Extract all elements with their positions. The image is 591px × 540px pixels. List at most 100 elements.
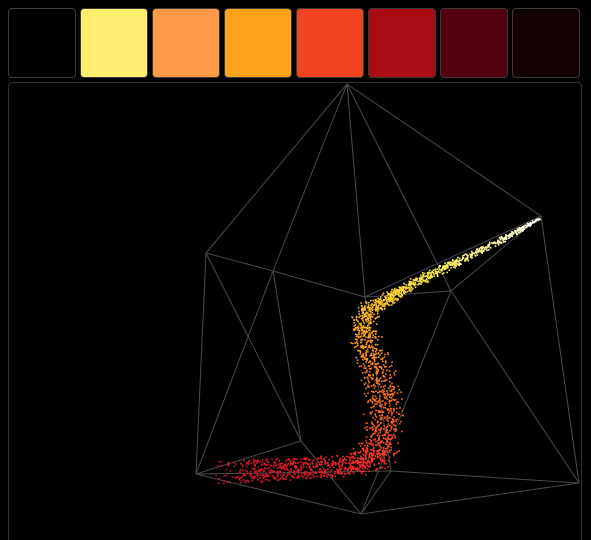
color-point xyxy=(373,353,375,355)
color-point xyxy=(376,300,378,303)
color-point xyxy=(384,366,386,368)
color-point xyxy=(364,382,367,384)
color-point xyxy=(373,387,376,389)
swatch-crimson[interactable] xyxy=(368,8,436,78)
color-point xyxy=(257,479,259,481)
color-point xyxy=(374,395,377,397)
color-point xyxy=(496,242,499,244)
color-point xyxy=(518,232,520,234)
wireframe-edge xyxy=(450,215,542,292)
color-point xyxy=(388,370,391,372)
color-point xyxy=(349,460,351,462)
color-point xyxy=(337,472,339,474)
color-point xyxy=(450,267,452,269)
color-point xyxy=(511,235,514,237)
color-point xyxy=(367,459,369,462)
color-point xyxy=(441,267,444,270)
color-point xyxy=(419,283,422,285)
color-point xyxy=(384,459,386,462)
color-point xyxy=(446,271,448,274)
color-point xyxy=(391,419,394,422)
color-point xyxy=(312,471,315,474)
color-point xyxy=(363,358,366,360)
color-point xyxy=(378,356,380,358)
color-point xyxy=(366,429,368,431)
color-point xyxy=(429,272,432,274)
color-point xyxy=(315,465,317,467)
color-point xyxy=(366,358,368,361)
color-point xyxy=(306,466,308,469)
color-point xyxy=(361,307,364,310)
color-point xyxy=(372,299,374,302)
color-point xyxy=(354,460,357,462)
color-point xyxy=(261,459,264,461)
color-point xyxy=(395,452,397,455)
color-point xyxy=(372,334,374,336)
3d-viewport[interactable] xyxy=(8,82,582,540)
color-point xyxy=(336,469,339,471)
color-point xyxy=(370,345,373,348)
color-point xyxy=(364,339,366,341)
swatch-red-orange[interactable] xyxy=(296,8,364,78)
color-point xyxy=(386,451,389,454)
color-point xyxy=(396,299,398,302)
color-point xyxy=(246,479,249,482)
color-point xyxy=(389,300,392,302)
color-point xyxy=(374,438,377,440)
color-point xyxy=(365,450,368,453)
swatch-dark-maroon[interactable] xyxy=(440,8,508,78)
color-point xyxy=(220,461,223,463)
color-point xyxy=(385,428,387,431)
wireframe-edge xyxy=(450,290,580,484)
swatch-near-black[interactable] xyxy=(512,8,580,78)
color-point xyxy=(391,288,393,291)
color-point xyxy=(387,418,389,420)
color-point xyxy=(515,232,518,235)
color-point xyxy=(407,283,410,286)
swatch-orange[interactable] xyxy=(224,8,292,78)
color-point xyxy=(257,460,259,463)
color-point xyxy=(499,238,502,241)
color-point xyxy=(383,462,386,465)
color-point xyxy=(386,298,388,301)
color-point xyxy=(383,396,386,398)
color-point xyxy=(398,286,401,289)
color-point xyxy=(282,474,285,476)
color-point xyxy=(340,472,342,474)
color-point xyxy=(225,468,228,471)
color-point xyxy=(264,473,267,476)
color-point xyxy=(312,466,314,468)
color-point xyxy=(368,335,370,337)
color-space-canvas[interactable] xyxy=(8,82,582,540)
color-point xyxy=(343,467,346,469)
color-point xyxy=(375,333,377,335)
color-point xyxy=(489,247,492,249)
color-point xyxy=(380,296,382,298)
color-point xyxy=(381,293,384,296)
color-point xyxy=(476,248,478,250)
color-point xyxy=(320,476,322,479)
color-point xyxy=(292,475,294,478)
swatch-light-yellow[interactable] xyxy=(80,8,148,78)
color-point xyxy=(285,465,288,467)
color-point xyxy=(385,419,388,421)
color-point xyxy=(312,460,314,462)
color-point xyxy=(476,250,479,252)
color-point xyxy=(350,456,353,459)
color-point xyxy=(517,230,520,232)
swatch-black[interactable] xyxy=(8,8,76,78)
color-point xyxy=(266,473,268,476)
color-point xyxy=(444,267,446,269)
color-point xyxy=(297,462,299,464)
color-point xyxy=(381,452,384,454)
color-point xyxy=(241,465,244,468)
color-point xyxy=(303,462,306,464)
color-point xyxy=(365,331,368,334)
color-point xyxy=(266,474,269,477)
color-point xyxy=(390,446,392,449)
wireframe-edge xyxy=(205,83,348,254)
color-point xyxy=(332,463,335,465)
color-point xyxy=(371,316,374,318)
swatch-light-orange[interactable] xyxy=(152,8,220,78)
color-point xyxy=(324,463,326,465)
